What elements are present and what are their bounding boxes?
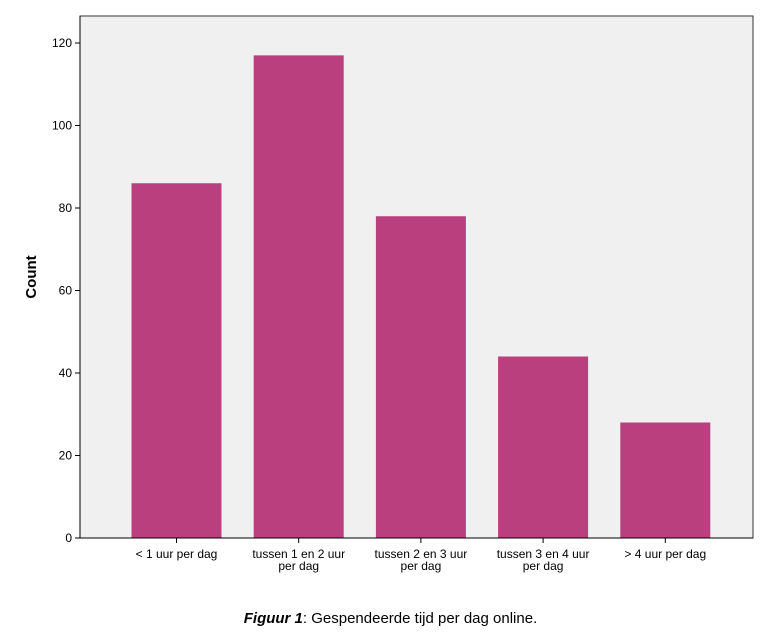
y-tick-label: 60 <box>59 284 73 298</box>
axes-group <box>75 16 753 543</box>
x-tick-label: tussen 1 en 2 uur <box>252 547 345 561</box>
y-tick-label: 20 <box>59 449 73 463</box>
x-tick-label: per dag <box>401 559 442 573</box>
bars-group <box>131 55 711 538</box>
y-tick-label: 120 <box>52 36 72 50</box>
x-tick-label: tussen 2 en 3 uur <box>375 547 468 561</box>
bar <box>620 422 711 538</box>
y-tick-label: 100 <box>52 119 72 133</box>
figure-caption: Figuur 1: Gespendeerde tijd per dag onli… <box>0 610 781 627</box>
y-tick-label: 0 <box>65 531 72 545</box>
x-tick-label: tussen 3 en 4 uur <box>497 547 590 561</box>
bar <box>253 55 344 538</box>
y-tick-labels: 0 20 40 60 80 100 120 <box>52 36 72 545</box>
x-tick-label: per dag <box>278 559 319 573</box>
y-axis-title: Count <box>23 255 40 298</box>
caption-text: : Gespendeerde tijd per dag online. <box>302 610 538 627</box>
bar <box>498 356 589 538</box>
bar <box>375 216 466 538</box>
y-tick-label: 40 <box>59 366 73 380</box>
x-tick-label: < 1 uur per dag <box>136 547 218 561</box>
x-tick-label: > 4 uur per dag <box>624 547 706 561</box>
y-tick-label: 80 <box>59 201 73 215</box>
caption-label: Figuur 1 <box>243 610 303 627</box>
bar <box>131 183 222 538</box>
x-tick-label: per dag <box>523 559 564 573</box>
